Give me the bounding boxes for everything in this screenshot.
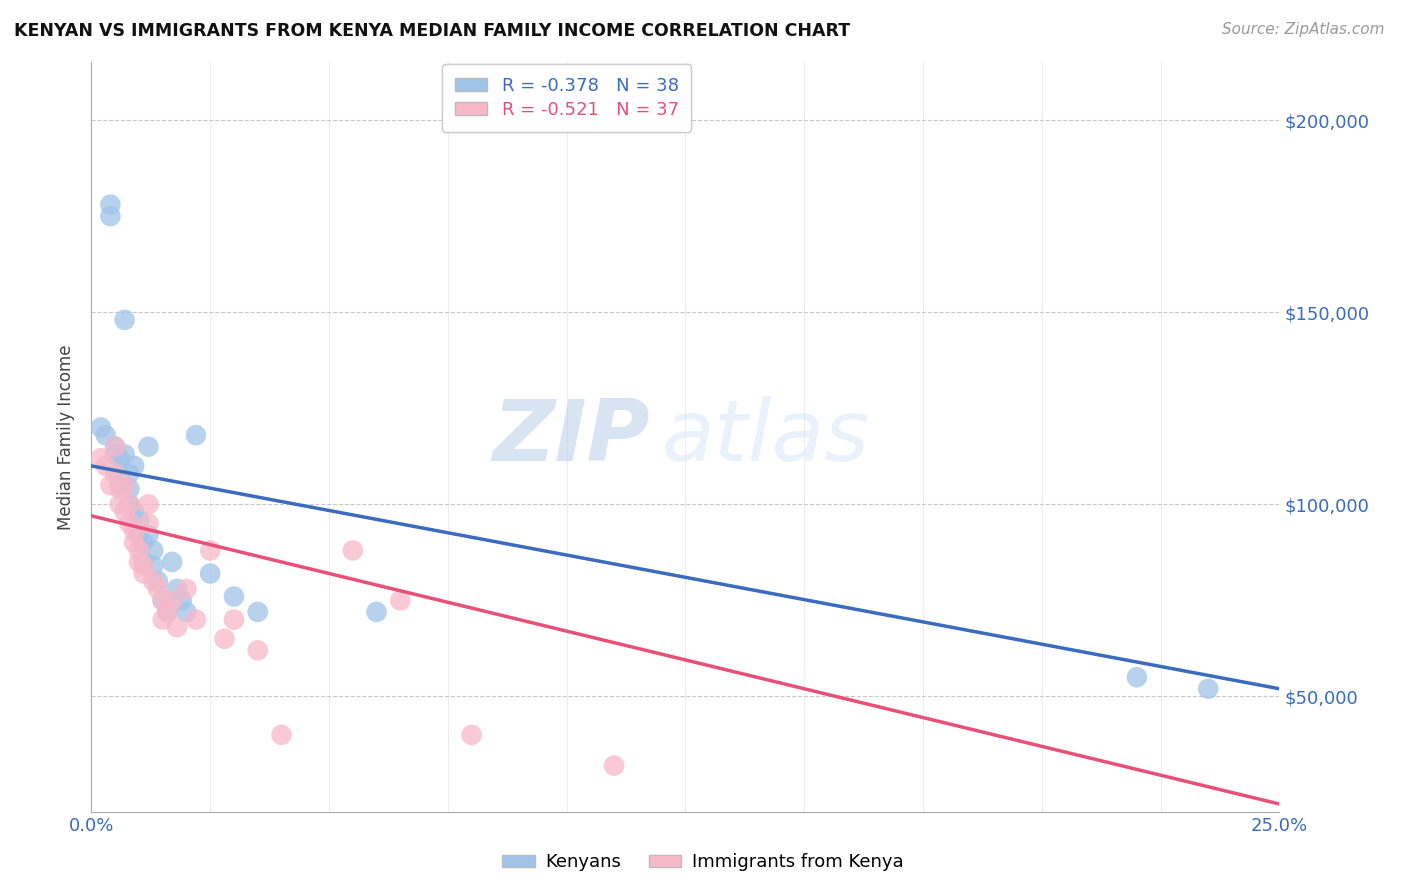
Text: ZIP: ZIP xyxy=(492,395,650,479)
Point xyxy=(184,613,207,627)
Point xyxy=(270,728,292,742)
Point xyxy=(118,467,141,481)
Point xyxy=(1197,681,1219,696)
Point xyxy=(100,209,122,223)
Point xyxy=(246,643,269,657)
Point xyxy=(104,447,127,461)
Point xyxy=(152,593,174,607)
Point xyxy=(152,593,174,607)
Point xyxy=(166,582,188,596)
Point xyxy=(122,458,145,473)
Point xyxy=(146,574,169,589)
Point xyxy=(366,605,388,619)
Point xyxy=(142,543,165,558)
Point xyxy=(389,593,412,607)
Point xyxy=(138,528,160,542)
Text: Source: ZipAtlas.com: Source: ZipAtlas.com xyxy=(1222,22,1385,37)
Point xyxy=(114,478,136,492)
Text: atlas: atlas xyxy=(662,395,870,479)
Point xyxy=(128,543,150,558)
Point xyxy=(138,440,160,454)
Point xyxy=(118,497,141,511)
Point xyxy=(460,728,482,742)
Point xyxy=(90,420,112,434)
Point xyxy=(104,440,127,454)
Point xyxy=(142,558,165,573)
Point xyxy=(156,605,179,619)
Point xyxy=(122,535,145,549)
Text: KENYAN VS IMMIGRANTS FROM KENYA MEDIAN FAMILY INCOME CORRELATION CHART: KENYAN VS IMMIGRANTS FROM KENYA MEDIAN F… xyxy=(14,22,851,40)
Point xyxy=(108,482,131,496)
Point xyxy=(108,478,131,492)
Point xyxy=(94,428,117,442)
Point xyxy=(114,313,136,327)
Point xyxy=(142,574,165,589)
Point xyxy=(138,497,160,511)
Point xyxy=(160,593,183,607)
Point xyxy=(132,566,155,581)
Point xyxy=(184,428,207,442)
Point xyxy=(118,497,141,511)
Point xyxy=(108,451,131,466)
Point xyxy=(114,505,136,519)
Point xyxy=(200,566,222,581)
Point xyxy=(176,605,198,619)
Point xyxy=(114,447,136,461)
Point xyxy=(122,505,145,519)
Point xyxy=(1126,670,1149,684)
Point xyxy=(132,555,155,569)
Point xyxy=(132,558,155,573)
Point xyxy=(132,535,155,549)
Y-axis label: Median Family Income: Median Family Income xyxy=(58,344,76,530)
Point xyxy=(128,555,150,569)
Point xyxy=(118,516,141,531)
Point xyxy=(94,458,117,473)
Point xyxy=(200,543,222,558)
Point xyxy=(118,482,141,496)
Point xyxy=(128,528,150,542)
Point xyxy=(104,440,127,454)
Point xyxy=(246,605,269,619)
Point xyxy=(170,593,193,607)
Point xyxy=(603,758,626,772)
Legend: Kenyans, Immigrants from Kenya: Kenyans, Immigrants from Kenya xyxy=(495,847,911,879)
Point xyxy=(90,451,112,466)
Point xyxy=(108,467,131,481)
Point xyxy=(100,197,122,211)
Point xyxy=(160,555,183,569)
Point xyxy=(152,613,174,627)
Point xyxy=(100,478,122,492)
Point xyxy=(222,613,245,627)
Point xyxy=(166,620,188,634)
Legend: R = -0.378   N = 38, R = -0.521   N = 37: R = -0.378 N = 38, R = -0.521 N = 37 xyxy=(441,64,692,132)
Point xyxy=(222,590,245,604)
Point xyxy=(138,516,160,531)
Point xyxy=(128,513,150,527)
Point xyxy=(214,632,236,646)
Point xyxy=(122,524,145,539)
Point xyxy=(146,582,169,596)
Point xyxy=(176,582,198,596)
Point xyxy=(156,605,179,619)
Point xyxy=(104,467,127,481)
Point xyxy=(342,543,364,558)
Point xyxy=(108,497,131,511)
